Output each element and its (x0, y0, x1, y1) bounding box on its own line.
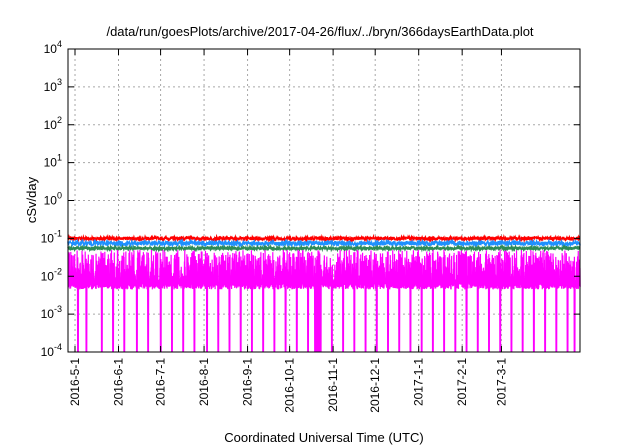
y-tick-label: 101 (44, 153, 62, 170)
y-tick-label: 104 (44, 39, 62, 56)
x-tick-label: 2016-10-1 (283, 358, 297, 413)
y-tick-label: 10-1 (41, 228, 62, 245)
grid (68, 49, 580, 352)
x-tick-label: 2016-12-1 (368, 358, 382, 413)
chart-title: /data/run/goesPlots/archive/2017-04-26/f… (106, 24, 533, 39)
x-tick-label: 2017-3-1 (494, 358, 508, 406)
y-tick-label: 102 (44, 115, 62, 132)
y-tick-label: 100 (44, 191, 62, 208)
x-axis-label: Coordinated Universal Time (UTC) (224, 430, 423, 445)
x-tick-label: 2016-5-1 (68, 358, 82, 406)
plot-area (67, 233, 581, 353)
series-line (67, 238, 581, 249)
x-axis: 2016-5-1 2016-6-1 2016-7-1 2016-8-1 2016-9-1… (68, 49, 508, 413)
series-line (67, 233, 581, 244)
x-tick-label: 2016-7-1 (154, 358, 168, 406)
y-tick-label: 103 (44, 77, 62, 94)
series-line (67, 249, 581, 353)
y-axis-label: cSv/day (24, 176, 39, 223)
y-axis: 10-4 10-3 10-2 10-1 100 101 102 103 104 (41, 39, 580, 359)
x-tick-label: 2016-6-1 (111, 358, 125, 406)
x-tick-label: 2016-11-1 (326, 358, 340, 412)
x-tick-label: 2017-1-1 (412, 358, 426, 406)
x-tick-label: 2016-8-1 (197, 358, 211, 406)
x-tick-label: 2016-9-1 (241, 358, 255, 406)
y-tick-label: 10-4 (41, 342, 62, 359)
y-tick-label: 10-3 (41, 304, 62, 321)
x-tick-label: 2017-2-1 (455, 358, 469, 406)
series-line (67, 243, 581, 253)
y-tick-label: 10-2 (41, 266, 62, 283)
